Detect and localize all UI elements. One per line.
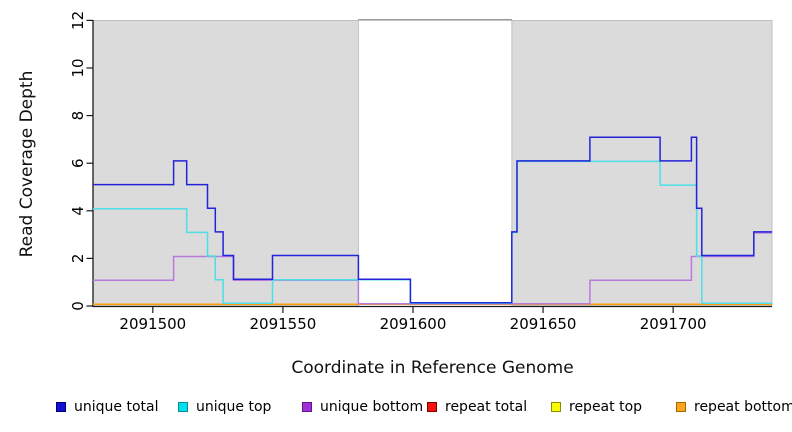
y-tick-label: 4 (69, 206, 87, 216)
legend-item-unique-bottom: unique bottom (302, 397, 423, 417)
legend-label: unique top (196, 399, 272, 415)
x-tick-label: 2091650 (510, 315, 577, 333)
legend-item-repeat-top: repeat top (551, 397, 642, 417)
legend-item-unique-top: unique top (178, 397, 271, 417)
legend-label: unique total (74, 399, 159, 415)
y-tick-label: 12 (69, 11, 87, 30)
y-tick-label: 8 (69, 111, 87, 121)
x-axis-title: Coordinate in Reference Genome (291, 358, 574, 378)
y-tick-label: 2 (69, 254, 87, 264)
x-tick-label: 2091700 (640, 315, 707, 333)
x-tick-label: 2091550 (250, 315, 317, 333)
legend-label: repeat bottom (694, 399, 792, 415)
y-axis-title: Read Coverage Depth (17, 70, 37, 258)
legend-swatch-repeat-bottom (676, 402, 686, 412)
legend-label: unique bottom (320, 399, 424, 415)
legend-item-unique-total: unique total (56, 397, 158, 417)
x-tick-label: 2091600 (380, 315, 447, 333)
y-tick-label: 0 (69, 301, 87, 311)
legend: unique total unique top unique bottom re… (0, 397, 792, 423)
shaded-region (92, 20, 359, 307)
legend-swatch-repeat-total (427, 402, 437, 412)
series-unique-total (93, 136, 772, 304)
shaded-region (511, 20, 773, 307)
legend-swatch-repeat-top (551, 402, 561, 412)
legend-swatch-unique-top (178, 402, 188, 412)
legend-item-repeat-total: repeat total (427, 397, 527, 417)
legend-swatch-unique-bottom (302, 402, 312, 412)
x-tick-label: 2091500 (119, 315, 186, 333)
legend-label: repeat top (569, 399, 643, 415)
y-tick-label: 10 (69, 58, 87, 77)
legend-item-repeat-bottom: repeat bottom (676, 397, 792, 417)
y-tick-label: 6 (69, 158, 87, 168)
legend-swatch-unique-total (56, 402, 66, 412)
legend-label: repeat total (445, 399, 528, 415)
